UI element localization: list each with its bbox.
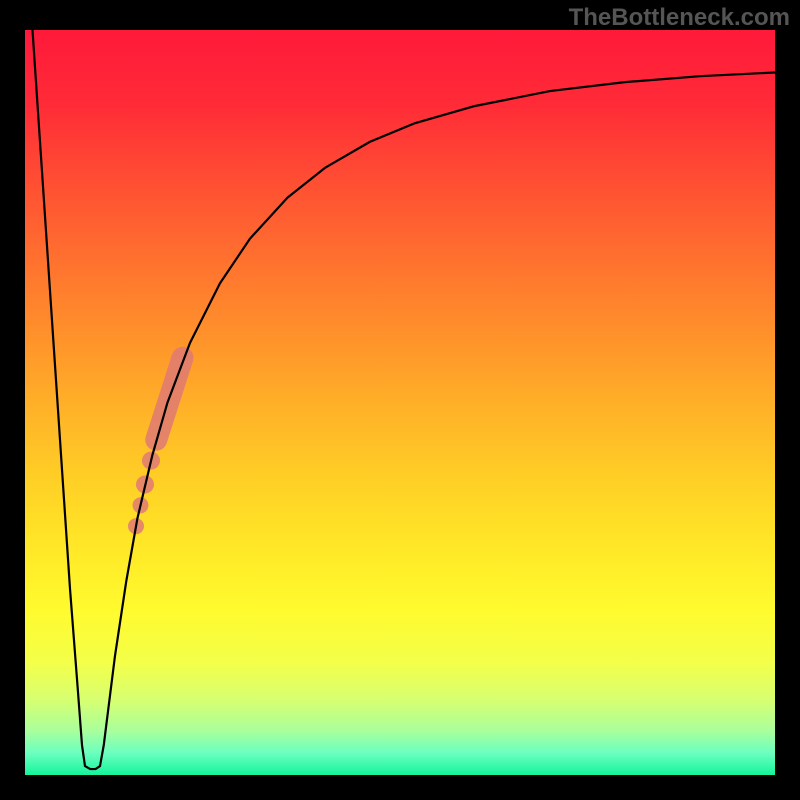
gradient-background xyxy=(25,30,775,775)
chart-canvas: TheBottleneck.com xyxy=(0,0,800,800)
chart-svg xyxy=(25,30,775,775)
plot-area xyxy=(25,30,775,775)
watermark-text: TheBottleneck.com xyxy=(569,4,790,32)
